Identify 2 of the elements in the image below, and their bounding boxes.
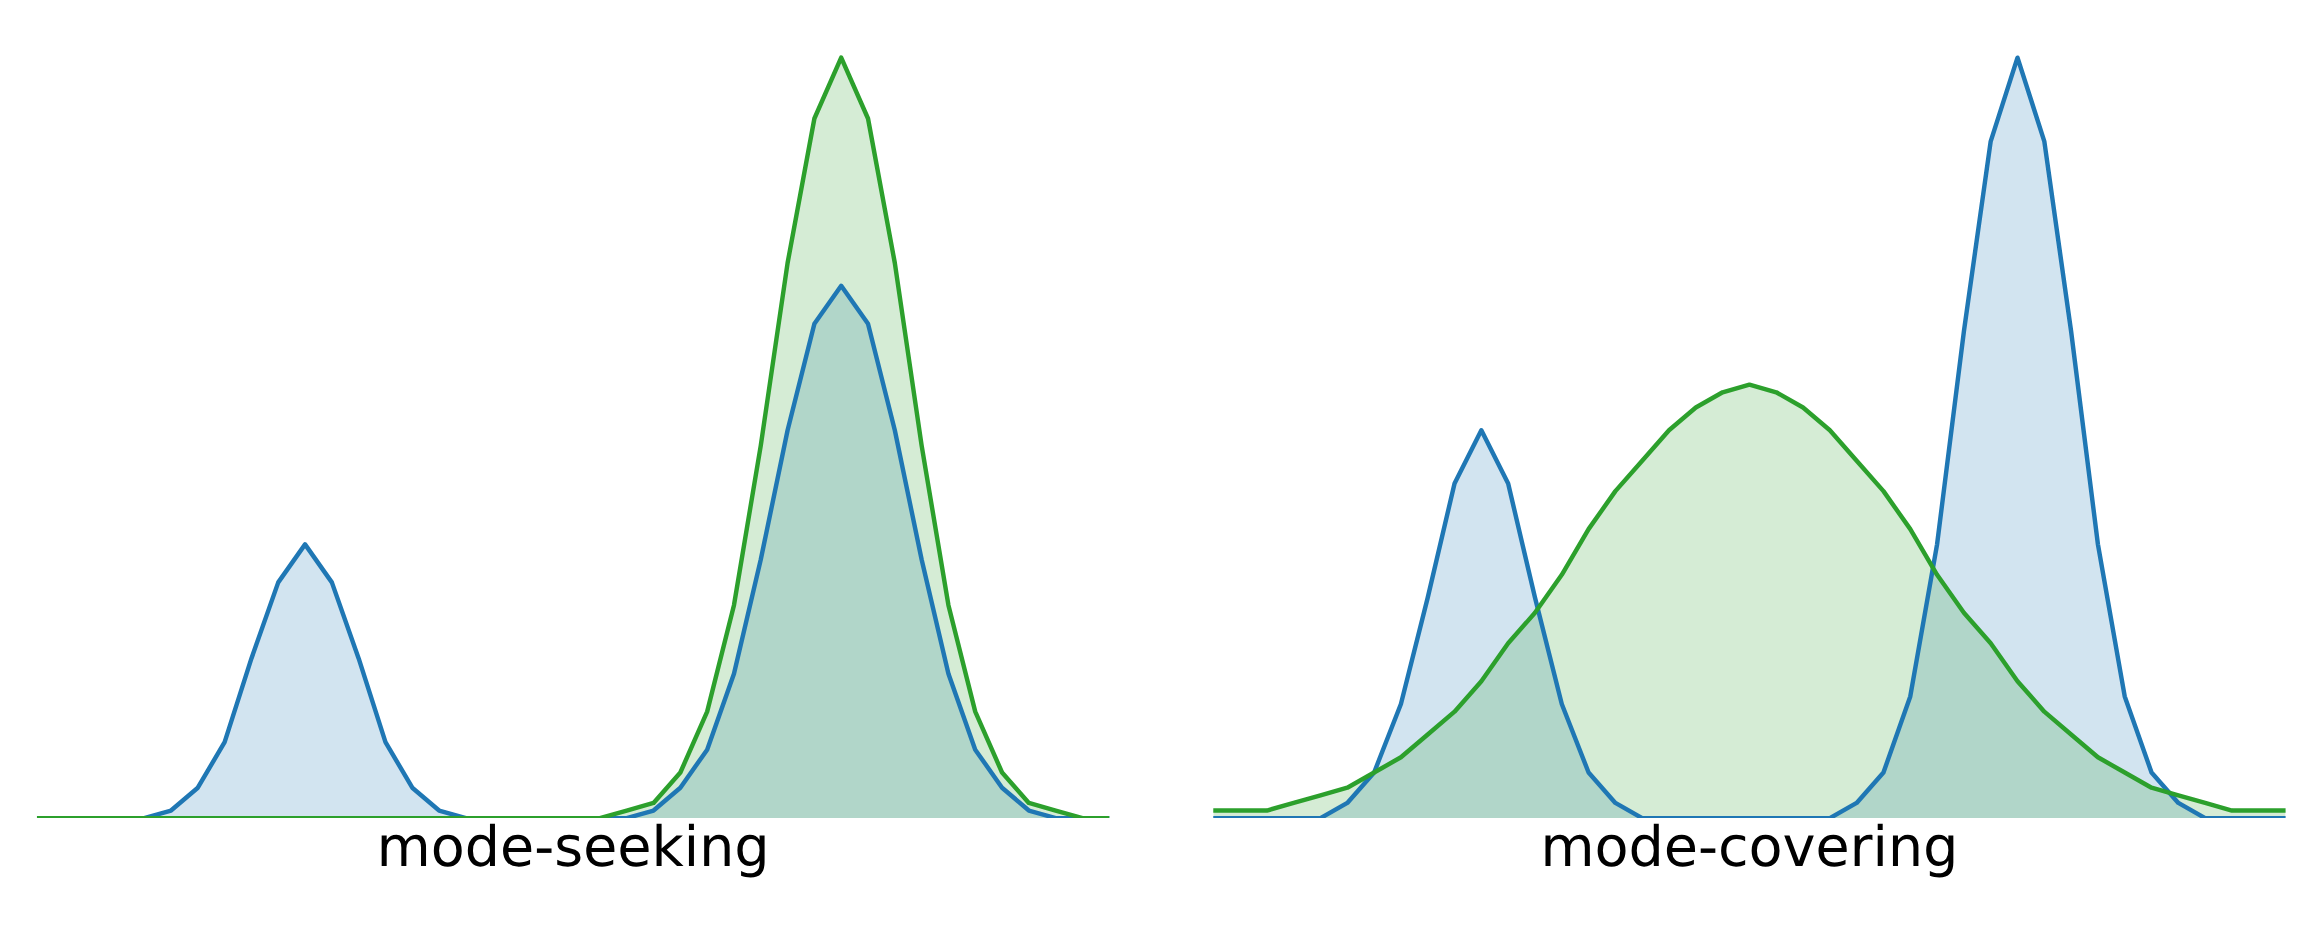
x-axis-title: mode-covering xyxy=(1545,823,1954,878)
x-axis-title: mode-seeking xyxy=(381,823,765,878)
